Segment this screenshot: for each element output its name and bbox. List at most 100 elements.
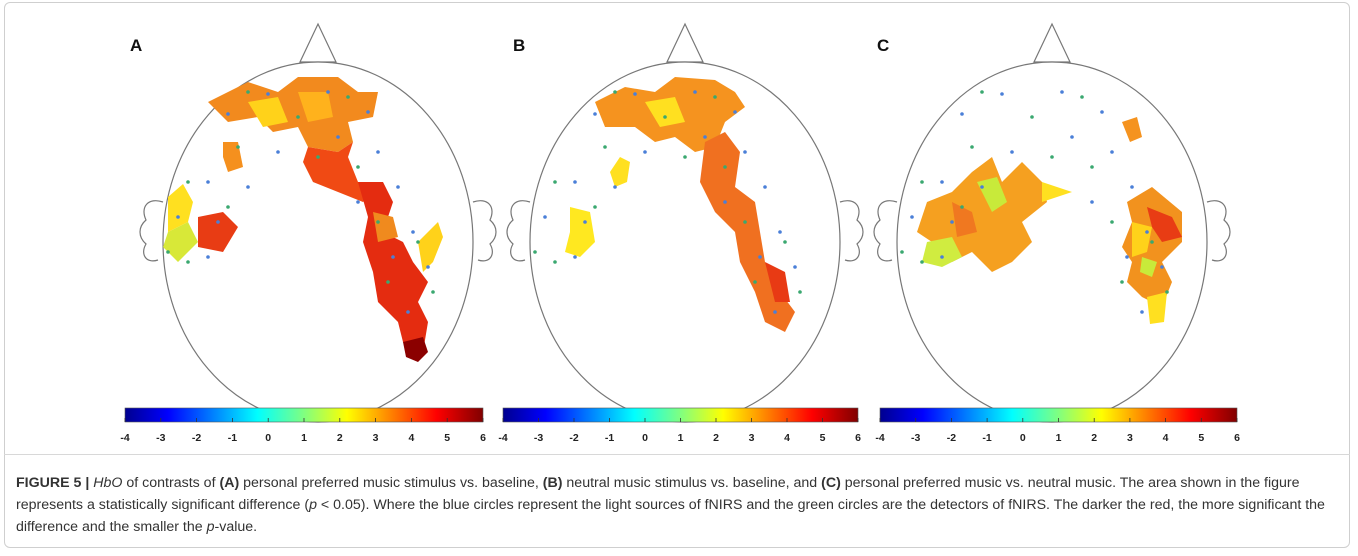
detector-dot [1080, 95, 1084, 99]
colorbar-tick-label: 0 [642, 432, 648, 444]
detector-dot [386, 280, 390, 284]
colorbar-tick-label: 3 [749, 432, 755, 444]
figure-caption: FIGURE 5 | HbO of contrasts of (A) perso… [16, 472, 1336, 538]
detector-dot [553, 260, 557, 264]
detector-dot [316, 155, 320, 159]
colorbar-tick-label: -1 [982, 432, 991, 444]
detector-dot [296, 115, 300, 119]
source-dot [336, 135, 340, 139]
detector-dot [416, 240, 420, 244]
colorbar-tick-label: -4 [875, 432, 884, 444]
colorbar-tick-label: 3 [1127, 432, 1133, 444]
panel-label: B [513, 36, 525, 55]
source-dot [1070, 135, 1074, 139]
colorbar-tick-label: -3 [534, 432, 543, 444]
head-map-b [506, 23, 864, 423]
colorbar-tick-label: 0 [1020, 432, 1026, 444]
caption-text: < 0.05). Where the blue circles represen… [16, 497, 1325, 535]
colorbar-tick-label: -2 [947, 432, 956, 444]
detector-dot [603, 145, 607, 149]
detector-dot [553, 180, 557, 184]
source-dot [426, 265, 430, 269]
colorbar-tick-label: -2 [569, 432, 578, 444]
detector-dot [783, 240, 787, 244]
colorbar-tick-label: 6 [480, 432, 486, 444]
source-dot [391, 255, 395, 259]
detector-dot [431, 290, 435, 294]
source-dot [613, 185, 617, 189]
colorbar-tick-label: 1 [678, 432, 684, 444]
caption-text: neutral music stimulus vs. baseline, and [562, 475, 822, 491]
source-dot [216, 220, 220, 224]
source-dot [366, 110, 370, 114]
colorbar-tick-label: 1 [1056, 432, 1062, 444]
detector-dot [1030, 115, 1034, 119]
colorbar-tick-label: 3 [373, 432, 379, 444]
caption-text: -value. [214, 519, 258, 535]
detector-dot [1110, 220, 1114, 224]
source-dot [276, 150, 280, 154]
source-dot [1100, 110, 1104, 114]
source-dot [703, 135, 707, 139]
detector-dot [613, 90, 617, 94]
head-map-a [139, 23, 497, 423]
caption-text: (A) [219, 475, 240, 491]
detector-dot [1165, 290, 1169, 294]
optodes [900, 90, 1169, 314]
caption-text: personal preferred music vs. neutral mus… [16, 475, 1300, 513]
colorbar-tick-label: 4 [1163, 432, 1169, 444]
figure-frame [4, 2, 1350, 548]
source-dot [758, 255, 762, 259]
source-dot [778, 230, 782, 234]
detector-dot [960, 205, 964, 209]
source-dot [940, 180, 944, 184]
colorbar-tick-label: 4 [408, 432, 414, 444]
detector-dot [1120, 280, 1124, 284]
source-dot [593, 112, 597, 116]
caption-text: of contrasts of [122, 475, 220, 491]
source-dot [246, 185, 250, 189]
detector-dot [920, 260, 924, 264]
detector-dot [753, 280, 757, 284]
colorbar-tick-label: 6 [1234, 432, 1240, 444]
colorbar-tick-label: 5 [820, 432, 826, 444]
detector-dot [980, 90, 984, 94]
detector-dot [226, 205, 230, 209]
caption-text: personal preferred music stimulus vs. ba… [239, 475, 543, 491]
caption-text: FIGURE 5 | [16, 475, 94, 491]
detector-dot [723, 165, 727, 169]
source-dot [573, 180, 577, 184]
source-dot [583, 220, 587, 224]
detector-dot [1150, 240, 1154, 244]
caption-text: p [206, 519, 215, 535]
source-dot [1145, 230, 1149, 234]
colorbar-tick-label: 1 [301, 432, 307, 444]
colorbar-tick-label: -3 [156, 432, 165, 444]
source-dot [326, 90, 330, 94]
colorbar-tick-label: 6 [855, 432, 861, 444]
optodes [166, 90, 435, 314]
source-dot [406, 310, 410, 314]
detector-dot [346, 95, 350, 99]
detector-dot [713, 95, 717, 99]
source-dot [206, 255, 210, 259]
colorbar-tick-label: -3 [911, 432, 920, 444]
head-map-c [873, 23, 1231, 423]
caption-text: HbO [93, 475, 123, 491]
detector-dot [798, 290, 802, 294]
detector-dot [533, 250, 537, 254]
source-dot [396, 185, 400, 189]
source-dot [733, 110, 737, 114]
source-dot [643, 150, 647, 154]
source-dot [960, 112, 964, 116]
source-dot [573, 255, 577, 259]
source-dot [910, 215, 914, 219]
source-dot [1060, 90, 1064, 94]
colorbar-tick-label: 2 [713, 432, 719, 444]
source-dot [763, 185, 767, 189]
source-dot [1130, 185, 1134, 189]
source-dot [940, 255, 944, 259]
detector-dot [920, 180, 924, 184]
source-dot [743, 150, 747, 154]
